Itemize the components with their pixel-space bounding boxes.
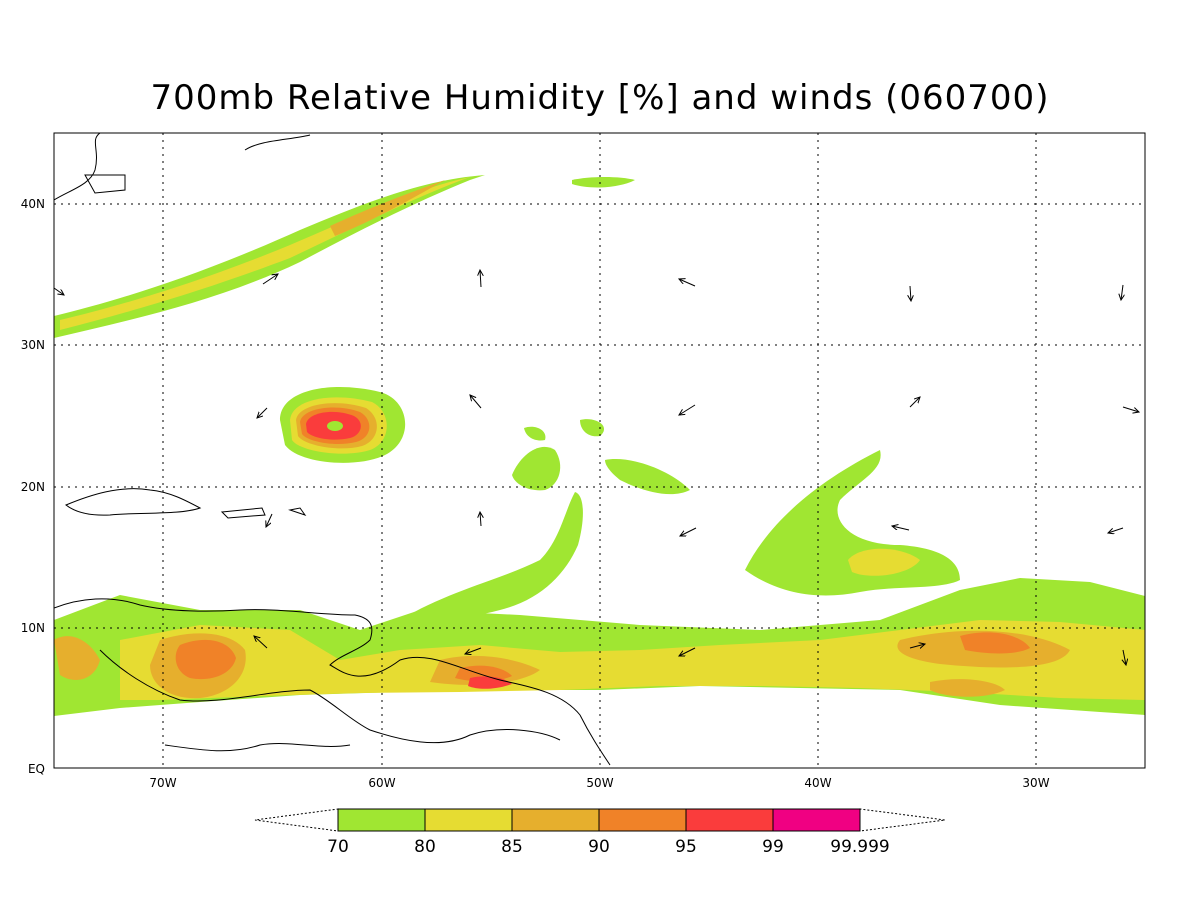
lat-labels: 40N 30N 20N 10N EQ — [21, 197, 45, 776]
itcz-band-80 — [120, 620, 1145, 700]
tropical-storm — [280, 387, 406, 463]
east-swirl-80 — [848, 548, 920, 576]
tongue-band — [400, 492, 583, 630]
colorbar-swatch — [598, 808, 687, 832]
colorbar-left-extension — [254, 808, 339, 832]
colorbar: 70 80 85 90 95 99 99.999 — [254, 808, 946, 857]
east-swirl-70 — [745, 450, 960, 596]
lon-label-40w: 40W — [804, 776, 831, 790]
colorbar-swatch — [772, 808, 861, 832]
lon-label-70w: 70W — [149, 776, 176, 790]
map-title: 700mb Relative Humidity [%] and winds (0… — [150, 78, 1050, 118]
colorbar-label: 80 — [414, 837, 436, 857]
patch-east — [605, 459, 690, 495]
colorbar-swatch — [424, 808, 513, 832]
itcz-band-95 — [468, 676, 512, 689]
lat-label-20n: 20N — [21, 480, 45, 494]
jet-band-85 — [330, 180, 445, 236]
lon-label-50w: 50W — [586, 776, 613, 790]
patch-small1 — [524, 426, 546, 441]
wind-vectors — [53, 270, 1139, 665]
lat-label-30n: 30N — [21, 338, 45, 352]
patch-north — [572, 177, 635, 188]
lat-label-40n: 40N — [21, 197, 45, 211]
colorbar-right-extension — [859, 808, 946, 832]
colorbar-label: 70 — [327, 837, 349, 857]
colorbar-label: 95 — [675, 837, 697, 857]
colorbar-swatch — [685, 808, 774, 832]
patch-small2 — [580, 419, 605, 437]
colorbar-swatch — [511, 808, 600, 832]
patch-center — [512, 446, 561, 491]
gridlines — [54, 133, 1145, 768]
lat-label-eq: EQ — [28, 762, 45, 776]
lon-label-60w: 60W — [368, 776, 395, 790]
colorbar-label: 90 — [588, 837, 610, 857]
colorbar-label: 99.999 — [830, 837, 889, 857]
colorbar-swatch — [337, 808, 426, 832]
lon-label-30w: 30W — [1022, 776, 1049, 790]
colorbar-label: 99 — [762, 837, 784, 857]
humidity-field — [54, 133, 1145, 766]
lat-label-10n: 10N — [21, 621, 45, 635]
lon-labels: 70W 60W 50W 40W 30W — [149, 776, 1049, 790]
colorbar-label: 85 — [501, 837, 523, 857]
coastlines — [54, 133, 611, 766]
